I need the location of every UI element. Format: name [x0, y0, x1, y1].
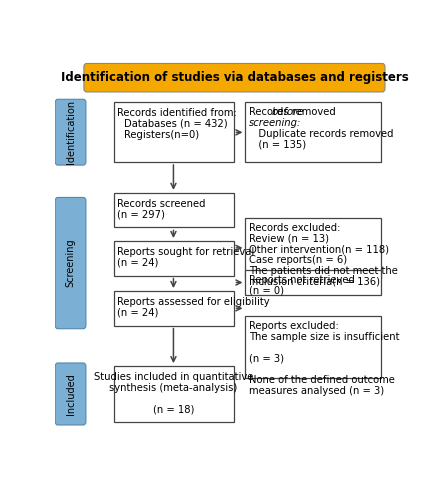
Text: Reports excluded:: Reports excluded:: [249, 321, 338, 331]
FancyBboxPatch shape: [55, 100, 86, 165]
Text: Other intervention(n = 118): Other intervention(n = 118): [249, 244, 389, 254]
Text: Duplicate records removed: Duplicate records removed: [249, 129, 393, 139]
Text: Reports assessed for eligibility: Reports assessed for eligibility: [117, 297, 269, 307]
Text: synthesis (meta-analysis): synthesis (meta-analysis): [109, 382, 238, 392]
FancyBboxPatch shape: [114, 193, 234, 228]
FancyBboxPatch shape: [245, 218, 381, 278]
Text: Case reports(n = 6): Case reports(n = 6): [249, 255, 347, 265]
FancyBboxPatch shape: [114, 291, 234, 326]
Text: Reports sought for retrieval: Reports sought for retrieval: [117, 246, 254, 256]
Text: Identification: Identification: [65, 100, 75, 164]
Text: Studies included in quantitative: Studies included in quantitative: [94, 372, 253, 382]
Text: inclusion criteria(n = 136): inclusion criteria(n = 136): [249, 277, 380, 287]
Text: The patients did not meet the: The patients did not meet the: [249, 266, 398, 276]
FancyBboxPatch shape: [114, 366, 234, 422]
Text: Screening: Screening: [65, 239, 75, 288]
Text: Reports not retrieved: Reports not retrieved: [249, 275, 354, 285]
FancyBboxPatch shape: [84, 64, 385, 92]
FancyBboxPatch shape: [245, 102, 381, 162]
Text: (n = 135): (n = 135): [249, 140, 306, 149]
Text: (n = 0): (n = 0): [249, 286, 284, 296]
Text: before: before: [272, 108, 304, 118]
Text: Records identified from:: Records identified from:: [117, 108, 237, 118]
Text: The sample size is insufficient: The sample size is insufficient: [249, 332, 399, 342]
Text: measures analysed (n = 3): measures analysed (n = 3): [249, 386, 384, 396]
Text: Records screened: Records screened: [117, 198, 205, 208]
Text: (n = 24): (n = 24): [117, 308, 158, 318]
Text: Databases (n = 432): Databases (n = 432): [124, 119, 228, 129]
Text: None of the defined outcome: None of the defined outcome: [249, 375, 395, 385]
Text: screening:: screening:: [249, 118, 301, 128]
Text: (n = 18): (n = 18): [153, 404, 194, 414]
Text: Review (n = 13): Review (n = 13): [249, 234, 329, 243]
Text: Records removed: Records removed: [249, 108, 339, 118]
Text: Registers(n=0): Registers(n=0): [124, 130, 199, 140]
Text: (n = 3): (n = 3): [249, 354, 284, 364]
Text: Records excluded:: Records excluded:: [249, 223, 340, 233]
Text: (n = 24): (n = 24): [117, 258, 158, 268]
FancyBboxPatch shape: [245, 316, 381, 378]
FancyBboxPatch shape: [55, 363, 86, 425]
FancyBboxPatch shape: [114, 241, 234, 276]
Text: Identification of studies via databases and registers: Identification of studies via databases …: [61, 71, 408, 84]
FancyBboxPatch shape: [55, 198, 86, 328]
FancyBboxPatch shape: [114, 102, 234, 162]
Text: Included: Included: [65, 373, 75, 415]
FancyBboxPatch shape: [245, 270, 381, 295]
Text: (n = 297): (n = 297): [117, 210, 165, 220]
